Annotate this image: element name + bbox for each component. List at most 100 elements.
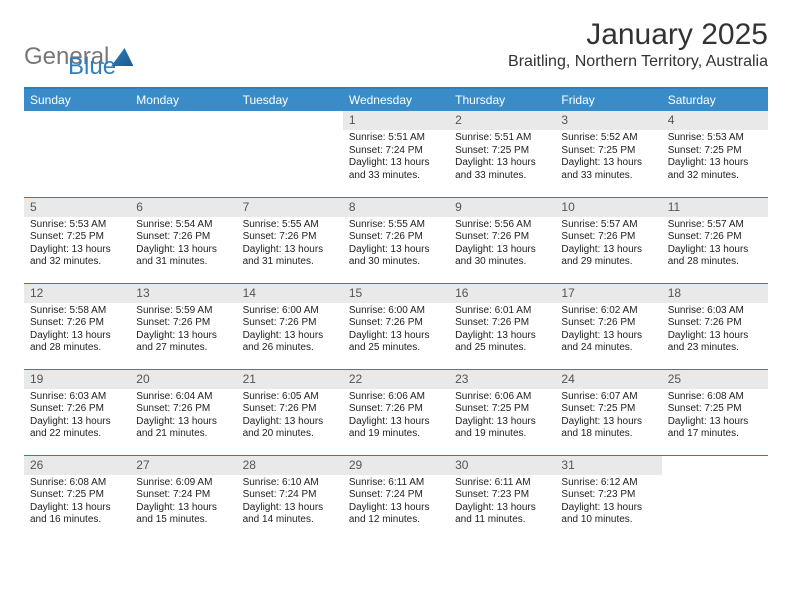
sunrise-line: Sunrise: 6:08 AM (668, 391, 762, 404)
calendar-week-row: 26Sunrise: 6:08 AMSunset: 7:25 PMDayligh… (24, 455, 768, 541)
sunrise-line: Sunrise: 6:07 AM (561, 391, 655, 404)
day-details: Sunrise: 5:53 AMSunset: 7:25 PMDaylight:… (24, 217, 130, 273)
daylight-line: Daylight: 13 hours and 25 minutes. (455, 330, 549, 355)
day-details (662, 460, 768, 466)
day-number: 8 (343, 198, 449, 217)
calendar-header-row: Sunday Monday Tuesday Wednesday Thursday… (24, 89, 768, 111)
day-number: 5 (24, 198, 130, 217)
calendar-day-cell (237, 111, 343, 197)
day-details: Sunrise: 6:06 AMSunset: 7:26 PMDaylight:… (343, 389, 449, 445)
weekday-header: Monday (130, 89, 236, 111)
sunset-line: Sunset: 7:26 PM (455, 317, 549, 330)
day-number: 9 (449, 198, 555, 217)
day-details: Sunrise: 6:11 AMSunset: 7:24 PMDaylight:… (343, 475, 449, 531)
sunset-line: Sunset: 7:24 PM (136, 489, 230, 502)
calendar-table: Sunday Monday Tuesday Wednesday Thursday… (24, 89, 768, 541)
sunset-line: Sunset: 7:25 PM (455, 145, 549, 158)
day-details: Sunrise: 5:56 AMSunset: 7:26 PMDaylight:… (449, 217, 555, 273)
day-number: 3 (555, 111, 661, 130)
day-details: Sunrise: 5:57 AMSunset: 7:26 PMDaylight:… (555, 217, 661, 273)
day-details: Sunrise: 5:51 AMSunset: 7:24 PMDaylight:… (343, 130, 449, 186)
daylight-line: Daylight: 13 hours and 24 minutes. (561, 330, 655, 355)
daylight-line: Daylight: 13 hours and 21 minutes. (136, 416, 230, 441)
sunrise-line: Sunrise: 6:01 AM (455, 305, 549, 318)
calendar-day-cell: 19Sunrise: 6:03 AMSunset: 7:26 PMDayligh… (24, 369, 130, 455)
sunrise-line: Sunrise: 6:09 AM (136, 477, 230, 490)
daylight-line: Daylight: 13 hours and 15 minutes. (136, 502, 230, 527)
calendar-day-cell: 17Sunrise: 6:02 AMSunset: 7:26 PMDayligh… (555, 283, 661, 369)
calendar-day-cell: 25Sunrise: 6:08 AMSunset: 7:25 PMDayligh… (662, 369, 768, 455)
daylight-line: Daylight: 13 hours and 33 minutes. (455, 157, 549, 182)
sunrise-line: Sunrise: 5:53 AM (668, 132, 762, 145)
day-number: 21 (237, 370, 343, 389)
day-details: Sunrise: 6:01 AMSunset: 7:26 PMDaylight:… (449, 303, 555, 359)
sunset-line: Sunset: 7:26 PM (243, 403, 337, 416)
calendar-day-cell: 2 Sunrise: 5:51 AMSunset: 7:25 PMDaylight… (449, 111, 555, 197)
day-details: Sunrise: 5:59 AMSunset: 7:26 PMDaylight:… (130, 303, 236, 359)
day-number: 2 (449, 111, 555, 130)
sunrise-line: Sunrise: 6:11 AM (455, 477, 549, 490)
sunrise-line: Sunrise: 6:03 AM (668, 305, 762, 318)
sunset-line: Sunset: 7:26 PM (668, 231, 762, 244)
daylight-line: Daylight: 13 hours and 25 minutes. (349, 330, 443, 355)
calendar-body: 1Sunrise: 5:51 AMSunset: 7:24 PMDaylight… (24, 111, 768, 541)
sunset-line: Sunset: 7:26 PM (136, 231, 230, 244)
sunset-line: Sunset: 7:26 PM (561, 231, 655, 244)
daylight-line: Daylight: 13 hours and 11 minutes. (455, 502, 549, 527)
calendar-day-cell: 29Sunrise: 6:11 AMSunset: 7:24 PMDayligh… (343, 455, 449, 541)
calendar-day-cell: 8Sunrise: 5:55 AMSunset: 7:26 PMDaylight… (343, 197, 449, 283)
sunset-line: Sunset: 7:25 PM (561, 145, 655, 158)
day-number: 18 (662, 284, 768, 303)
daylight-line: Daylight: 13 hours and 26 minutes. (243, 330, 337, 355)
sunrise-line: Sunrise: 5:55 AM (349, 219, 443, 232)
calendar-day-cell: 5Sunrise: 5:53 AMSunset: 7:25 PMDaylight… (24, 197, 130, 283)
calendar-day-cell: 13Sunrise: 5:59 AMSunset: 7:26 PMDayligh… (130, 283, 236, 369)
sunset-line: Sunset: 7:24 PM (349, 489, 443, 502)
calendar-day-cell: 31Sunrise: 6:12 AMSunset: 7:23 PMDayligh… (555, 455, 661, 541)
sunset-line: Sunset: 7:26 PM (30, 403, 124, 416)
calendar-day-cell: 11Sunrise: 5:57 AMSunset: 7:26 PMDayligh… (662, 197, 768, 283)
daylight-line: Daylight: 13 hours and 27 minutes. (136, 330, 230, 355)
month-title: January 2025 (508, 18, 768, 51)
sunset-line: Sunset: 7:26 PM (136, 317, 230, 330)
day-number: 10 (555, 198, 661, 217)
day-details: Sunrise: 5:54 AMSunset: 7:26 PMDaylight:… (130, 217, 236, 273)
sunset-line: Sunset: 7:23 PM (455, 489, 549, 502)
title-block: January 2025 Braitling, Northern Territo… (508, 18, 768, 71)
daylight-line: Daylight: 13 hours and 14 minutes. (243, 502, 337, 527)
day-number: 31 (555, 456, 661, 475)
weekday-header: Tuesday (237, 89, 343, 111)
sunrise-line: Sunrise: 5:51 AM (455, 132, 549, 145)
day-number: 15 (343, 284, 449, 303)
weekday-header: Sunday (24, 89, 130, 111)
sunset-line: Sunset: 7:26 PM (136, 403, 230, 416)
weekday-header: Friday (555, 89, 661, 111)
calendar-day-cell (662, 455, 768, 541)
sunset-line: Sunset: 7:23 PM (561, 489, 655, 502)
daylight-line: Daylight: 13 hours and 29 minutes. (561, 244, 655, 269)
calendar-day-cell: 18Sunrise: 6:03 AMSunset: 7:26 PMDayligh… (662, 283, 768, 369)
day-number: 27 (130, 456, 236, 475)
day-number: 26 (24, 456, 130, 475)
day-number: 29 (343, 456, 449, 475)
day-details: Sunrise: 6:03 AMSunset: 7:26 PMDaylight:… (24, 389, 130, 445)
sunrise-line: Sunrise: 5:54 AM (136, 219, 230, 232)
daylight-line: Daylight: 13 hours and 33 minutes. (349, 157, 443, 182)
daylight-line: Daylight: 13 hours and 28 minutes. (30, 330, 124, 355)
day-number: 4 (662, 111, 768, 130)
day-details: Sunrise: 6:04 AMSunset: 7:26 PMDaylight:… (130, 389, 236, 445)
day-details: Sunrise: 5:55 AMSunset: 7:26 PMDaylight:… (343, 217, 449, 273)
day-details: Sunrise: 5:52 AMSunset: 7:25 PMDaylight:… (555, 130, 661, 186)
sunrise-line: Sunrise: 6:08 AM (30, 477, 124, 490)
sunrise-line: Sunrise: 6:00 AM (243, 305, 337, 318)
day-details: Sunrise: 6:11 AMSunset: 7:23 PMDaylight:… (449, 475, 555, 531)
day-number: 24 (555, 370, 661, 389)
sunrise-line: Sunrise: 5:55 AM (243, 219, 337, 232)
day-number: 25 (662, 370, 768, 389)
day-number: 11 (662, 198, 768, 217)
day-details: Sunrise: 6:03 AMSunset: 7:26 PMDaylight:… (662, 303, 768, 359)
daylight-line: Daylight: 13 hours and 31 minutes. (136, 244, 230, 269)
sunrise-line: Sunrise: 6:06 AM (349, 391, 443, 404)
day-details: Sunrise: 6:10 AMSunset: 7:24 PMDaylight:… (237, 475, 343, 531)
sunset-line: Sunset: 7:26 PM (243, 317, 337, 330)
